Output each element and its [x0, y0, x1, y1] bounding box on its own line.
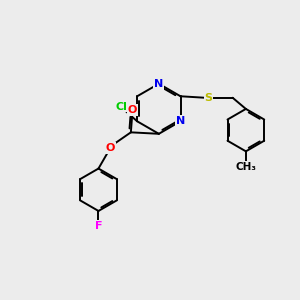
Text: O: O [128, 105, 137, 115]
Text: S: S [205, 93, 212, 103]
Text: N: N [154, 79, 164, 89]
Text: CH₃: CH₃ [236, 162, 256, 172]
Text: N: N [176, 116, 185, 126]
Text: F: F [95, 221, 102, 231]
Text: Cl: Cl [115, 102, 127, 112]
Text: O: O [106, 142, 115, 153]
